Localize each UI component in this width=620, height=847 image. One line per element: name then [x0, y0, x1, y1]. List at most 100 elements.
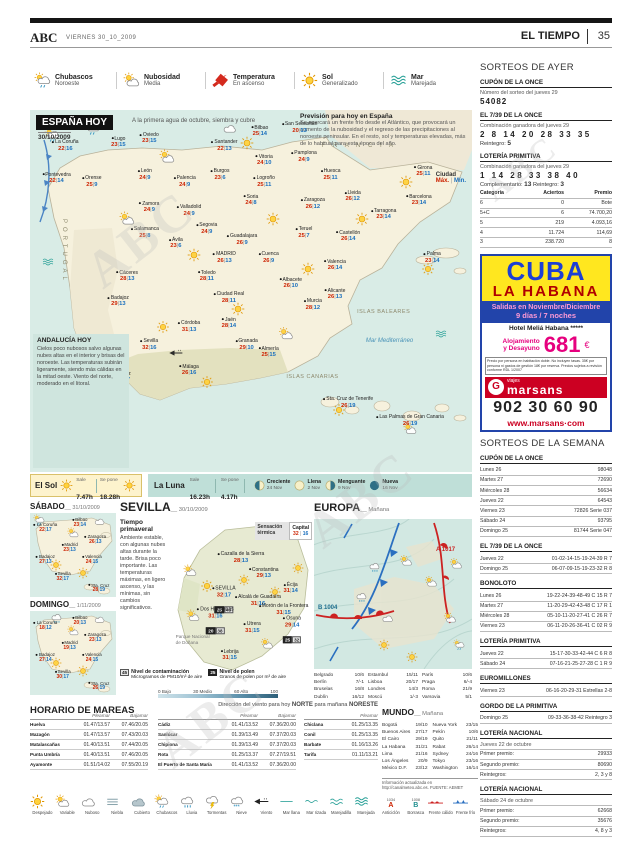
- city-temps: 16/8: [354, 687, 364, 693]
- draw-result: 06-07-09-15-19-23-32 R 8: [551, 565, 612, 572]
- phase-date: 16 Nov: [382, 485, 398, 491]
- city-label: Lleida 26|12: [344, 189, 361, 203]
- sea-heavy-icon: [42, 256, 54, 268]
- sea-light-icon: [329, 794, 354, 809]
- city-name: Tokyo: [432, 758, 446, 764]
- sun-icon: [292, 562, 304, 574]
- tide-times: 07.44/20.05: [121, 741, 148, 748]
- tide-row: Cádiz 01.41/13.52 07.36/20.00: [158, 720, 296, 730]
- city-name: Pekín: [432, 730, 445, 736]
- tide-times: 07.37/20.03: [269, 731, 296, 738]
- symbol-legend-item: Cubierto: [130, 794, 155, 815]
- moon-phase: Llena 2 Nov: [294, 479, 321, 491]
- europa-subtitle: Mañana: [368, 507, 390, 513]
- city-temps: 15/11: [406, 673, 418, 678]
- weekly-lottery-subheading: Jueves 22 de octubre: [480, 741, 612, 750]
- sun-icon: [30, 794, 55, 809]
- capital-max: 32: [293, 531, 299, 537]
- shower-icon: [32, 514, 45, 526]
- tide-times: 07.37/20.03: [269, 741, 296, 748]
- pollution-pollen-legend: 45 Nivel de contaminación Microgramos de P…: [120, 669, 312, 680]
- sun-cloud-icon: [424, 575, 437, 589]
- sunrise-time: 7.47h: [76, 493, 93, 501]
- sun-icon: [333, 404, 346, 417]
- travel-ad[interactable]: CUBA LA HABANA Salidas en Noviembre/Dici…: [480, 253, 612, 432]
- world-city-row: Buenos Aires 27/17: [382, 729, 428, 736]
- overcast-icon: [130, 794, 155, 809]
- scale-tick: 0 Bajo: [158, 689, 172, 694]
- tide-times: 07.55/20.19: [121, 761, 148, 768]
- tide-col-header: Bajamar: [130, 714, 148, 719]
- city-name: Belgrado: [314, 673, 334, 678]
- sun-icon: [355, 212, 369, 226]
- cloud-icon: [93, 516, 105, 527]
- prize-table-row: 6 0 Bote: [480, 199, 612, 209]
- city-label: Constantina 29|13: [248, 567, 279, 580]
- sun-icon: [399, 175, 413, 189]
- wind-direction-note: Dirección del viento para hoy NORTE para…: [218, 702, 378, 708]
- tide-location: Sanlúcar: [158, 731, 178, 737]
- cloud-icon: [93, 516, 105, 527]
- draw-result: 15-17-30-33-42-44 C 6 R 8: [549, 650, 612, 657]
- prize-table-row: 5 219 4.093,16: [480, 218, 612, 229]
- draw-day: Martes 27: [480, 477, 504, 484]
- city-label: Valencia 24|15: [82, 554, 102, 565]
- draw-day: Primer premio:: [480, 751, 515, 758]
- symbol-legend-item: Chubascos: [154, 794, 179, 815]
- tide-row: Conil 01.25/13.35: [304, 730, 378, 740]
- sun-cloud-icon: [186, 609, 200, 623]
- symbols-legend: Despejado Variable Nuboso Niebla Cubierto Chu…: [30, 794, 478, 815]
- cloud-icon: [381, 612, 393, 624]
- world-city-row: Lima 21/16: [382, 751, 428, 758]
- europa-city-row: Dublín 16/12: [314, 694, 364, 701]
- temp-arrow-icon: [212, 72, 229, 89]
- tide-location: Punta Umbría: [30, 751, 60, 757]
- city-temps: 5/1: [465, 694, 472, 700]
- draw-day: Jueves 22: [480, 650, 504, 657]
- draw-day: Sábado 24: [480, 518, 506, 525]
- city-label: Salamanca 25|8: [130, 227, 159, 239]
- section-title: EL TIEMPO: [520, 30, 580, 42]
- draw-result: 72690: [597, 477, 612, 484]
- scale-tick: 100: [270, 689, 278, 694]
- symbol-label: Tormentas: [206, 810, 227, 815]
- tide-col-header: Bajamar: [278, 714, 296, 719]
- europa-city-row: Estambul 15/11: [368, 672, 418, 679]
- moon-phase: Nueva 16 Nov: [369, 479, 398, 491]
- draw-result: 29933: [597, 751, 612, 758]
- sun-icon: [266, 212, 280, 226]
- world-city-row: Quito 21/11: [433, 736, 479, 743]
- sun-cloud-icon: [424, 575, 437, 589]
- sun-cloud-icon: [119, 211, 135, 227]
- label-baleares: ISLAS BALEARES: [357, 309, 411, 316]
- city-label: Sevilla 32|16: [140, 338, 159, 351]
- symbol-legend-item: Lluvia: [179, 794, 204, 815]
- city-name: Praga: [422, 680, 435, 686]
- moon-times-box: La Luna Sale 16.23h Se pone 4.17h Crecient…: [148, 474, 472, 501]
- ad-phone-number: 902 30 60 90: [493, 398, 599, 416]
- legend-label: Sol: [322, 74, 333, 81]
- tide-times: 01.41/13.52: [231, 761, 258, 768]
- draw-result: 07-16-21-25-27-28 C 1 R 9: [549, 660, 612, 667]
- sun-cloud-icon: [123, 72, 140, 89]
- sun-icon: [406, 651, 418, 663]
- draw-day: Primer premio:: [480, 807, 515, 814]
- draw-result: 35676: [597, 818, 612, 825]
- legend-badge: 25: [208, 669, 218, 676]
- sun-icon: [156, 321, 169, 334]
- ad-website[interactable]: www.marsans·com: [507, 417, 585, 428]
- symbol-legend-item: Frente frío: [453, 794, 478, 815]
- sun-cloud-icon: [403, 422, 417, 436]
- shower-icon: [32, 514, 45, 526]
- tide-times: 01.25/13.35: [351, 731, 378, 738]
- tide-times: 07.36/20.00: [269, 721, 296, 728]
- weekly-lottery-row: Domingo 25 81744 Serie 047: [480, 527, 612, 537]
- city-label: Cuenca 26|9: [258, 252, 279, 264]
- draw-result: 4, 8 y 3: [594, 828, 612, 835]
- sun-cloud-icon: [186, 609, 200, 623]
- source-note: Información actualizada en http://canalm…: [382, 778, 478, 790]
- tide-col-header: Pleamar: [92, 714, 110, 719]
- wind-today: NORTE: [291, 702, 313, 708]
- sun-icon: [301, 72, 318, 89]
- phase-date: 2 Nov: [307, 485, 320, 491]
